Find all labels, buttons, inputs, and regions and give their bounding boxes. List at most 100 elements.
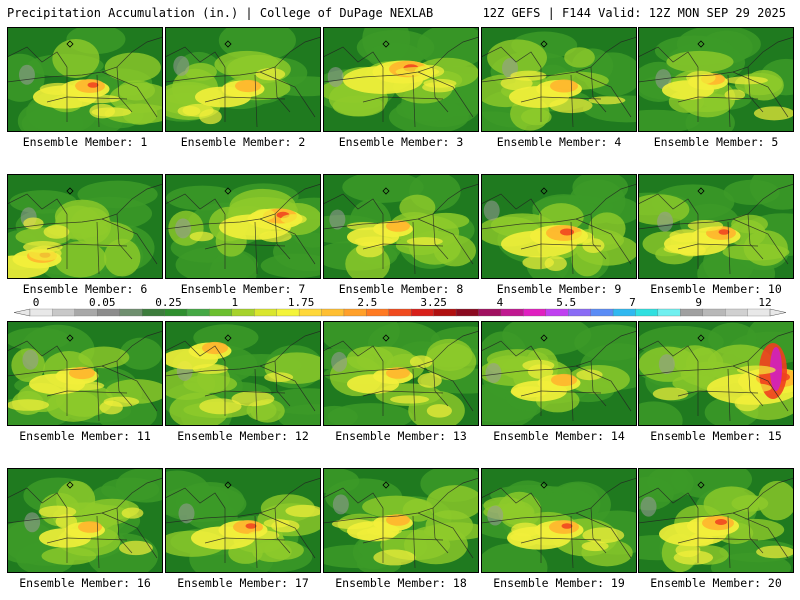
colorbar-tick-label: 0.25	[155, 296, 182, 309]
state-boundary-line	[590, 213, 607, 260]
state-boundary-line	[540, 96, 602, 100]
precip-map-svg	[638, 174, 794, 279]
colorbar-tick-label: 3.25	[420, 296, 447, 309]
location-marker-icon	[224, 334, 232, 342]
colorbar-swatch	[747, 308, 771, 317]
location-marker-icon	[697, 481, 705, 489]
location-marker-icon	[540, 334, 548, 342]
state-boundary-line	[96, 74, 100, 128]
ensemble-member-map	[323, 27, 479, 132]
state-boundary-line	[116, 213, 133, 260]
state-boundary-line	[575, 512, 632, 559]
state-boundary-line	[481, 477, 637, 524]
state-boundary-line	[638, 340, 699, 362]
state-boundary-line	[697, 390, 759, 394]
state-boundary-line	[101, 512, 158, 559]
state-boundary-line	[323, 330, 479, 377]
precip-map-svg	[481, 321, 637, 426]
precip-map-svg	[323, 174, 479, 279]
state-boundary-line	[412, 515, 416, 569]
state-boundary-line	[432, 66, 449, 113]
state-boundary-line	[96, 368, 100, 422]
colorbar-swatch	[388, 308, 412, 317]
ensemble-member-map	[165, 27, 321, 132]
state-boundary-line	[254, 74, 258, 128]
colorbar-tick-label: 1.75	[288, 296, 315, 309]
state-boundary-line	[481, 330, 637, 377]
colorbar-swatch	[164, 308, 188, 317]
state-boundary-line	[116, 507, 133, 554]
state-boundary-line	[727, 368, 731, 422]
state-boundary-line	[7, 193, 68, 215]
state-boundary-line	[46, 537, 68, 544]
colorbar-swatch	[366, 308, 390, 317]
ensemble-member-map	[165, 321, 321, 426]
precipitation-colorbar: 0 0.05 0.25 1 1.75 2.5 3.25 4 5.5 7 9 12	[0, 296, 800, 320]
colorbar-tick-label: 9	[695, 296, 702, 309]
ensemble-member-label: Ensemble Member: 18	[335, 576, 467, 590]
state-boundary-line	[677, 96, 699, 103]
precip-map-svg	[7, 468, 163, 573]
ensemble-member-map	[323, 468, 479, 573]
state-boundary-line	[747, 360, 764, 407]
colorbar-swatch	[29, 308, 53, 317]
ensemble-member-label: Ensemble Member: 17	[177, 576, 309, 590]
state-boundary-line	[697, 96, 759, 100]
state-boundary-line	[638, 183, 794, 230]
state-boundary-line	[540, 537, 602, 541]
colorbar-swatch	[635, 308, 659, 317]
ensemble-member-map	[638, 27, 794, 132]
colorbar-right-arrow-icon	[769, 308, 787, 317]
colorbar-swatch	[680, 308, 704, 317]
precip-map-svg	[481, 27, 637, 132]
colorbar-left-arrow-icon	[13, 308, 31, 317]
colorbar-swatch	[725, 308, 749, 317]
colorbar-swatch	[478, 308, 502, 317]
precip-map-svg	[481, 174, 637, 279]
state-boundary-line	[481, 340, 542, 362]
precip-map-svg	[7, 321, 163, 426]
ensemble-member-label: Ensemble Member: 20	[650, 576, 782, 590]
ensemble-member-map	[165, 174, 321, 279]
state-boundary-line	[677, 537, 699, 544]
state-boundary-line	[323, 46, 384, 68]
state-boundary-line	[540, 390, 602, 394]
state-boundary-line	[727, 515, 731, 569]
state-boundary-line	[101, 71, 158, 118]
state-boundary-line	[274, 507, 291, 554]
state-boundary-line	[66, 243, 128, 247]
state-boundary-line	[638, 46, 699, 68]
state-boundary-line	[747, 213, 764, 260]
state-boundary-line	[481, 183, 637, 230]
state-boundary-line	[732, 71, 789, 118]
state-boundary-line	[7, 183, 163, 230]
ensemble-member-label: Ensemble Member: 13	[335, 429, 467, 443]
location-marker-icon	[382, 334, 390, 342]
colorbar-swatch	[186, 308, 210, 317]
colorbar-swatch	[545, 308, 569, 317]
state-boundary-line	[677, 390, 699, 397]
location-marker-icon	[697, 187, 705, 195]
ensemble-member-map	[165, 468, 321, 573]
colorbar-tick-label: 5.5	[556, 296, 576, 309]
state-boundary-line	[481, 46, 542, 68]
state-boundary-line	[7, 340, 68, 362]
ensemble-member-label: Ensemble Member: 7	[180, 282, 306, 296]
colorbar-swatch	[500, 308, 524, 317]
state-boundary-line	[165, 340, 226, 362]
precip-map-svg	[638, 468, 794, 573]
ensemble-member-map	[481, 321, 637, 426]
precip-map-svg	[165, 468, 321, 573]
state-boundary-line	[697, 243, 759, 247]
state-boundary-line	[204, 243, 226, 250]
state-boundary-line	[7, 36, 163, 83]
state-boundary-line	[165, 36, 321, 83]
state-boundary-line	[732, 512, 789, 559]
state-boundary-line	[520, 537, 542, 544]
ensemble-member-label: Ensemble Member: 5	[653, 135, 779, 149]
state-boundary-line	[590, 66, 607, 113]
state-boundary-line	[165, 487, 226, 509]
state-boundary-line	[165, 330, 321, 377]
state-boundary-line	[66, 390, 128, 394]
state-boundary-line	[747, 66, 764, 113]
